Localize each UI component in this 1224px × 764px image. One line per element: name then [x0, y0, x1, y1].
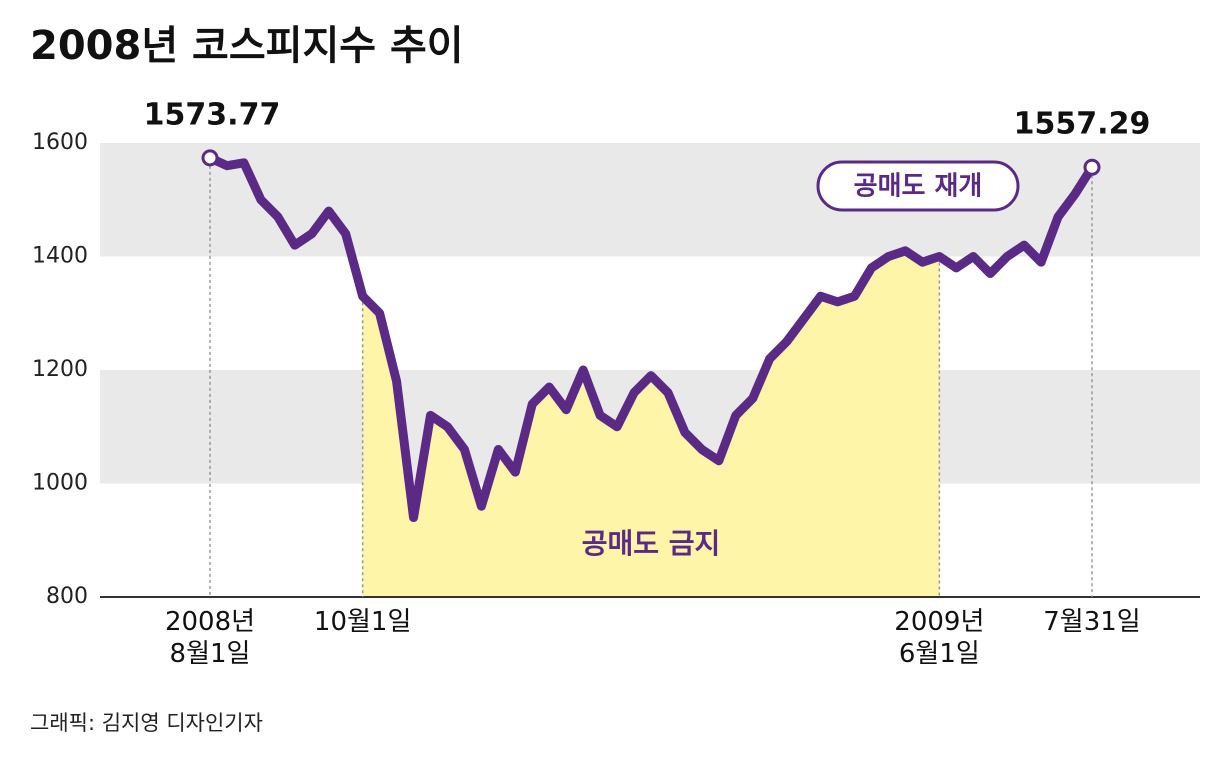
x-tick-label: 7월31일 — [1043, 607, 1141, 637]
y-tick-label: 800 — [46, 584, 88, 609]
y-tick-label: 1600 — [32, 130, 88, 155]
data-label: 1557.29 — [1014, 107, 1151, 142]
source: 그래픽: 김지영 디자인기자 — [30, 711, 263, 735]
x-tick-label: 2009년 6월1일 — [894, 607, 985, 669]
grid-band — [100, 143, 1200, 257]
end-point — [1083, 158, 1101, 176]
x-tick-label: 10월1일 — [313, 607, 412, 637]
callout-box — [816, 160, 1020, 212]
highlight-label: 공매도 금지 — [582, 527, 721, 560]
line — [205, 153, 1097, 523]
y-tick-label: 1400 — [32, 244, 88, 269]
end-point — [201, 149, 219, 167]
chart-title: 2008년 코스피지수 추이 — [30, 23, 464, 69]
x-tick-label: 2008년 8월1일 — [164, 607, 256, 669]
y-tick-label: 1200 — [32, 357, 88, 382]
y-tick-label: 1000 — [32, 471, 88, 496]
data-label: 1573.77 — [144, 97, 281, 132]
callout-label: 공매도 재개 — [854, 172, 983, 202]
